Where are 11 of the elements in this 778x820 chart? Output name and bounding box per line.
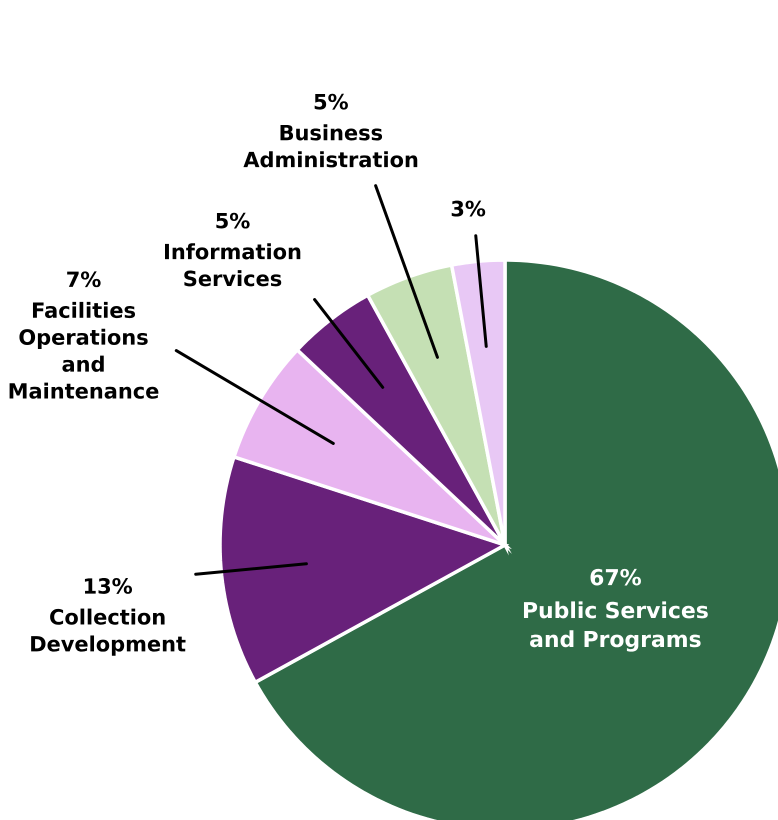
data-label: 7% [67,271,101,288]
slice-label: Public Services and Programs [524,601,708,652]
slice-label: Facilities Operations and Maintenance [10,302,158,399]
slice-label: Business Administration [243,124,418,168]
data-label: 13% [84,578,132,594]
data-label: 5% [216,212,250,229]
data-label: 5% [314,94,348,110]
slice-label: Information Services [165,243,300,286]
slice-label: Collection Development [31,608,186,656]
data-label: 3% [452,200,486,216]
data-label: 67% [590,568,641,586]
